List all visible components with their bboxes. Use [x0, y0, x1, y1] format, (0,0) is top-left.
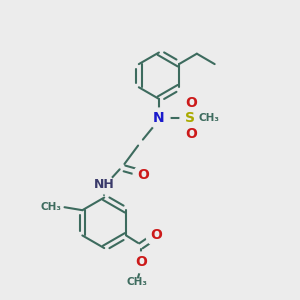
- Text: S: S: [185, 111, 195, 125]
- Text: O: O: [186, 127, 197, 141]
- Text: CH₃: CH₃: [126, 277, 147, 286]
- Text: CH₃: CH₃: [198, 113, 219, 123]
- Text: O: O: [135, 255, 147, 269]
- Text: O: O: [186, 96, 197, 110]
- Text: NH: NH: [94, 178, 115, 191]
- Text: CH₃: CH₃: [40, 202, 61, 212]
- Text: N: N: [153, 111, 165, 125]
- Text: O: O: [137, 168, 149, 182]
- Text: O: O: [150, 228, 162, 242]
